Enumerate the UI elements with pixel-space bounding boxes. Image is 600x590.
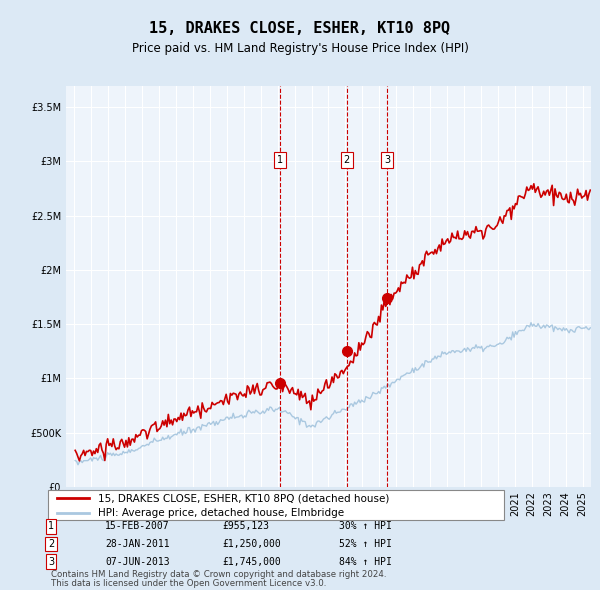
Text: 15, DRAKES CLOSE, ESHER, KT10 8PQ (detached house): 15, DRAKES CLOSE, ESHER, KT10 8PQ (detac… (98, 493, 389, 503)
Text: 15-FEB-2007: 15-FEB-2007 (105, 522, 170, 531)
FancyBboxPatch shape (48, 490, 504, 520)
Text: HPI: Average price, detached house, Elmbridge: HPI: Average price, detached house, Elmb… (98, 508, 344, 517)
Text: 3: 3 (384, 155, 390, 165)
Text: Price paid vs. HM Land Registry's House Price Index (HPI): Price paid vs. HM Land Registry's House … (131, 42, 469, 55)
Text: 15, DRAKES CLOSE, ESHER, KT10 8PQ: 15, DRAKES CLOSE, ESHER, KT10 8PQ (149, 21, 451, 35)
Text: 2: 2 (344, 155, 350, 165)
Text: 1: 1 (277, 155, 283, 165)
Text: £1,250,000: £1,250,000 (222, 539, 281, 549)
Text: Contains HM Land Registry data © Crown copyright and database right 2024.: Contains HM Land Registry data © Crown c… (51, 571, 386, 579)
Text: 30% ↑ HPI: 30% ↑ HPI (339, 522, 392, 531)
Text: 28-JAN-2011: 28-JAN-2011 (105, 539, 170, 549)
Text: £955,123: £955,123 (222, 522, 269, 531)
Text: 84% ↑ HPI: 84% ↑ HPI (339, 557, 392, 566)
Text: 3: 3 (48, 557, 54, 566)
Text: 52% ↑ HPI: 52% ↑ HPI (339, 539, 392, 549)
Text: 07-JUN-2013: 07-JUN-2013 (105, 557, 170, 566)
Text: £1,745,000: £1,745,000 (222, 557, 281, 566)
Text: 1: 1 (48, 522, 54, 531)
Text: 2: 2 (48, 539, 54, 549)
Text: This data is licensed under the Open Government Licence v3.0.: This data is licensed under the Open Gov… (51, 579, 326, 588)
